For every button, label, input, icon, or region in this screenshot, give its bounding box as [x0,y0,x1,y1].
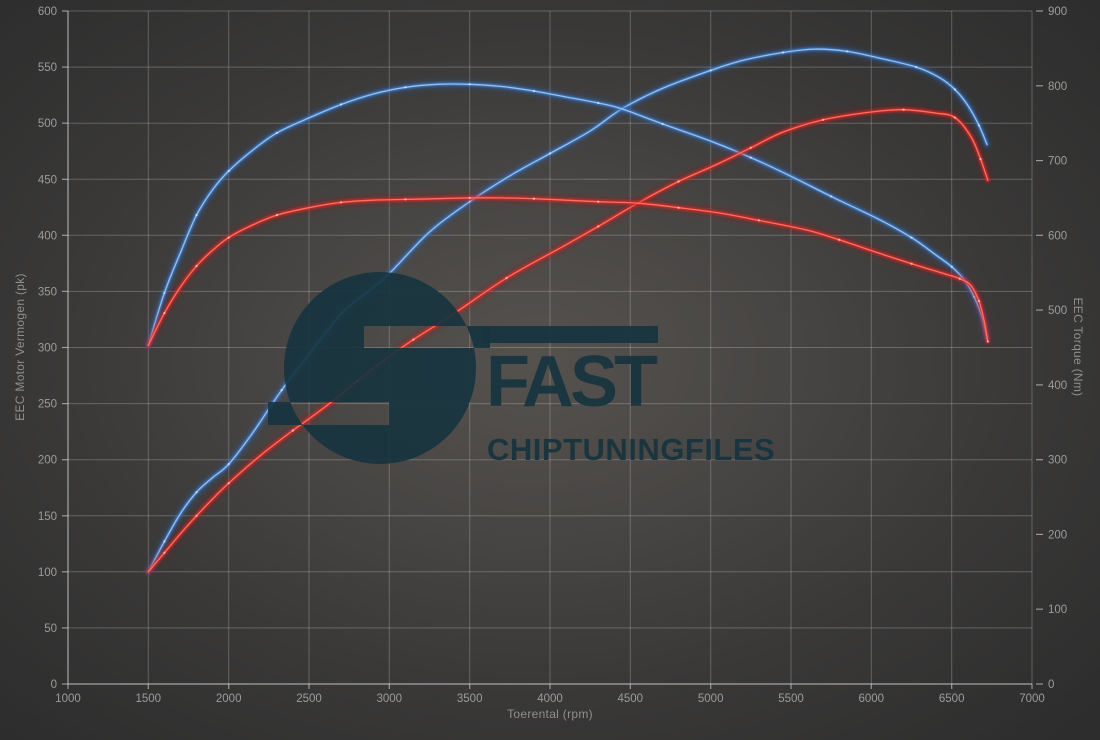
left-tick-label: 200 [38,455,57,467]
right-tick-label: 900 [1048,6,1067,18]
watermark-chiptuningfiles-text: CHIPTUNINGFILES [487,432,776,467]
right-tick-label: 0 [1048,679,1054,691]
left-tick-label: 450 [38,174,57,186]
left-tick-label: 250 [38,399,57,411]
watermark-fast-text: FAST [486,342,658,422]
left-tick-label: 400 [38,230,57,242]
x-axis-title: Toerental (rpm) [507,707,593,721]
x-tick-label: 6000 [859,693,885,705]
right-axis-ticks: 0 100 200 300 400 500 600 700 800 900 [1036,6,1067,691]
watermark-logo [268,272,658,464]
curve-red-power [144,105,992,576]
x-tick-label: 7000 [1019,693,1045,705]
left-tick-label: 50 [44,623,57,635]
x-tick-label: 2500 [296,693,322,705]
right-tick-label: 600 [1048,230,1067,242]
right-tick-label: 200 [1048,529,1067,541]
left-tick-label: 300 [38,343,57,355]
watermark-s-circle [268,272,490,464]
left-tick-label: 500 [38,118,57,130]
right-tick-label: 400 [1048,380,1067,392]
left-tick-label: 150 [38,511,57,523]
left-tick-label: 350 [38,286,57,298]
right-tick-label: 800 [1048,81,1067,93]
right-tick-label: 100 [1048,604,1067,616]
x-tick-label: 1000 [55,693,81,705]
x-tick-label: 5500 [778,693,804,705]
x-tick-label: 4000 [537,693,563,705]
x-tick-label: 5000 [698,693,724,705]
curve-red-torque [144,194,992,350]
x-tick-label: 6500 [939,693,965,705]
x-tick-label: 2000 [216,693,242,705]
left-tick-label: 550 [38,62,57,74]
right-tick-label: 300 [1048,455,1067,467]
right-axis-title: EEC Torque (Nm) [1071,297,1085,397]
watermark-bar [482,326,658,343]
curve-blue-power [144,45,991,576]
left-axis-ticks: 0 50 100 150 200 250 300 350 400 450 500 550 600 [38,6,68,691]
left-tick-label: 0 [51,679,57,691]
left-tick-label: 600 [38,6,57,18]
x-tick-label: 3500 [457,693,483,705]
x-tick-label: 1500 [136,693,162,705]
x-axis-ticks: 1000 1500 2000 2500 3000 3500 4000 4500 5000 5500… [55,684,1045,705]
left-tick-label: 100 [38,567,57,579]
x-tick-label: 4500 [618,693,644,705]
left-axis-title: EEC Motor Vermogen (pk) [13,273,27,421]
right-tick-label: 700 [1048,156,1067,168]
right-tick-label: 500 [1048,305,1067,317]
x-tick-label: 3000 [377,693,403,705]
